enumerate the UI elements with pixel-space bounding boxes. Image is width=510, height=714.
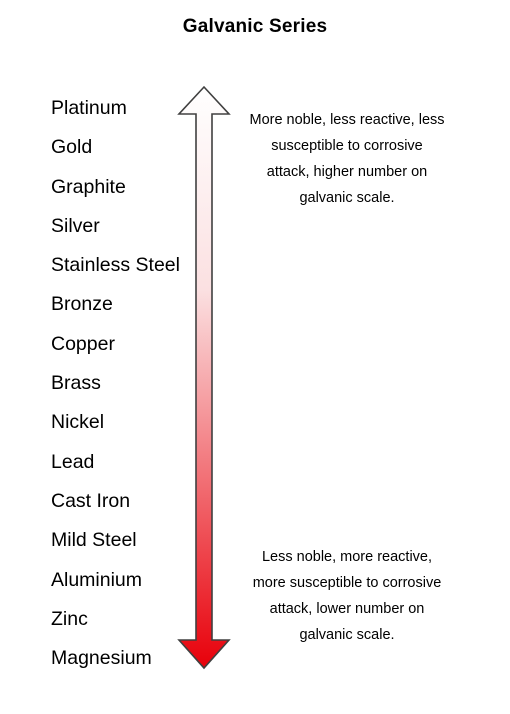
double-arrow-shape [177,85,231,670]
metal-item: Zinc [51,607,88,630]
metal-item: Silver [51,214,100,237]
metal-item: Graphite [51,175,126,198]
noble-description: More noble, less reactive, less suscepti… [249,112,445,206]
metal-item: Aluminium [51,568,143,591]
reactive-description: Less noble, more reactive, more suscepti… [252,549,442,643]
metal-item: Gold [51,136,93,159]
metal-item: Nickel [51,411,105,434]
metal-item: Mild Steel [51,529,137,552]
metal-item: Bronze [51,293,113,316]
page-title: Galvanic Series [182,16,328,37]
metal-item: Brass [51,372,101,395]
metal-item: Stainless Steel [51,254,180,277]
double-arrow-icon [177,85,231,670]
metal-item: Magnesium [51,647,152,670]
metal-item: Lead [51,450,95,473]
metal-item: Cast Iron [51,489,131,512]
metal-item: Platinum [51,97,127,119]
metal-item: Copper [51,332,115,355]
metal-list: Platinum Gold Graphite Silver Stainless … [51,95,180,684]
